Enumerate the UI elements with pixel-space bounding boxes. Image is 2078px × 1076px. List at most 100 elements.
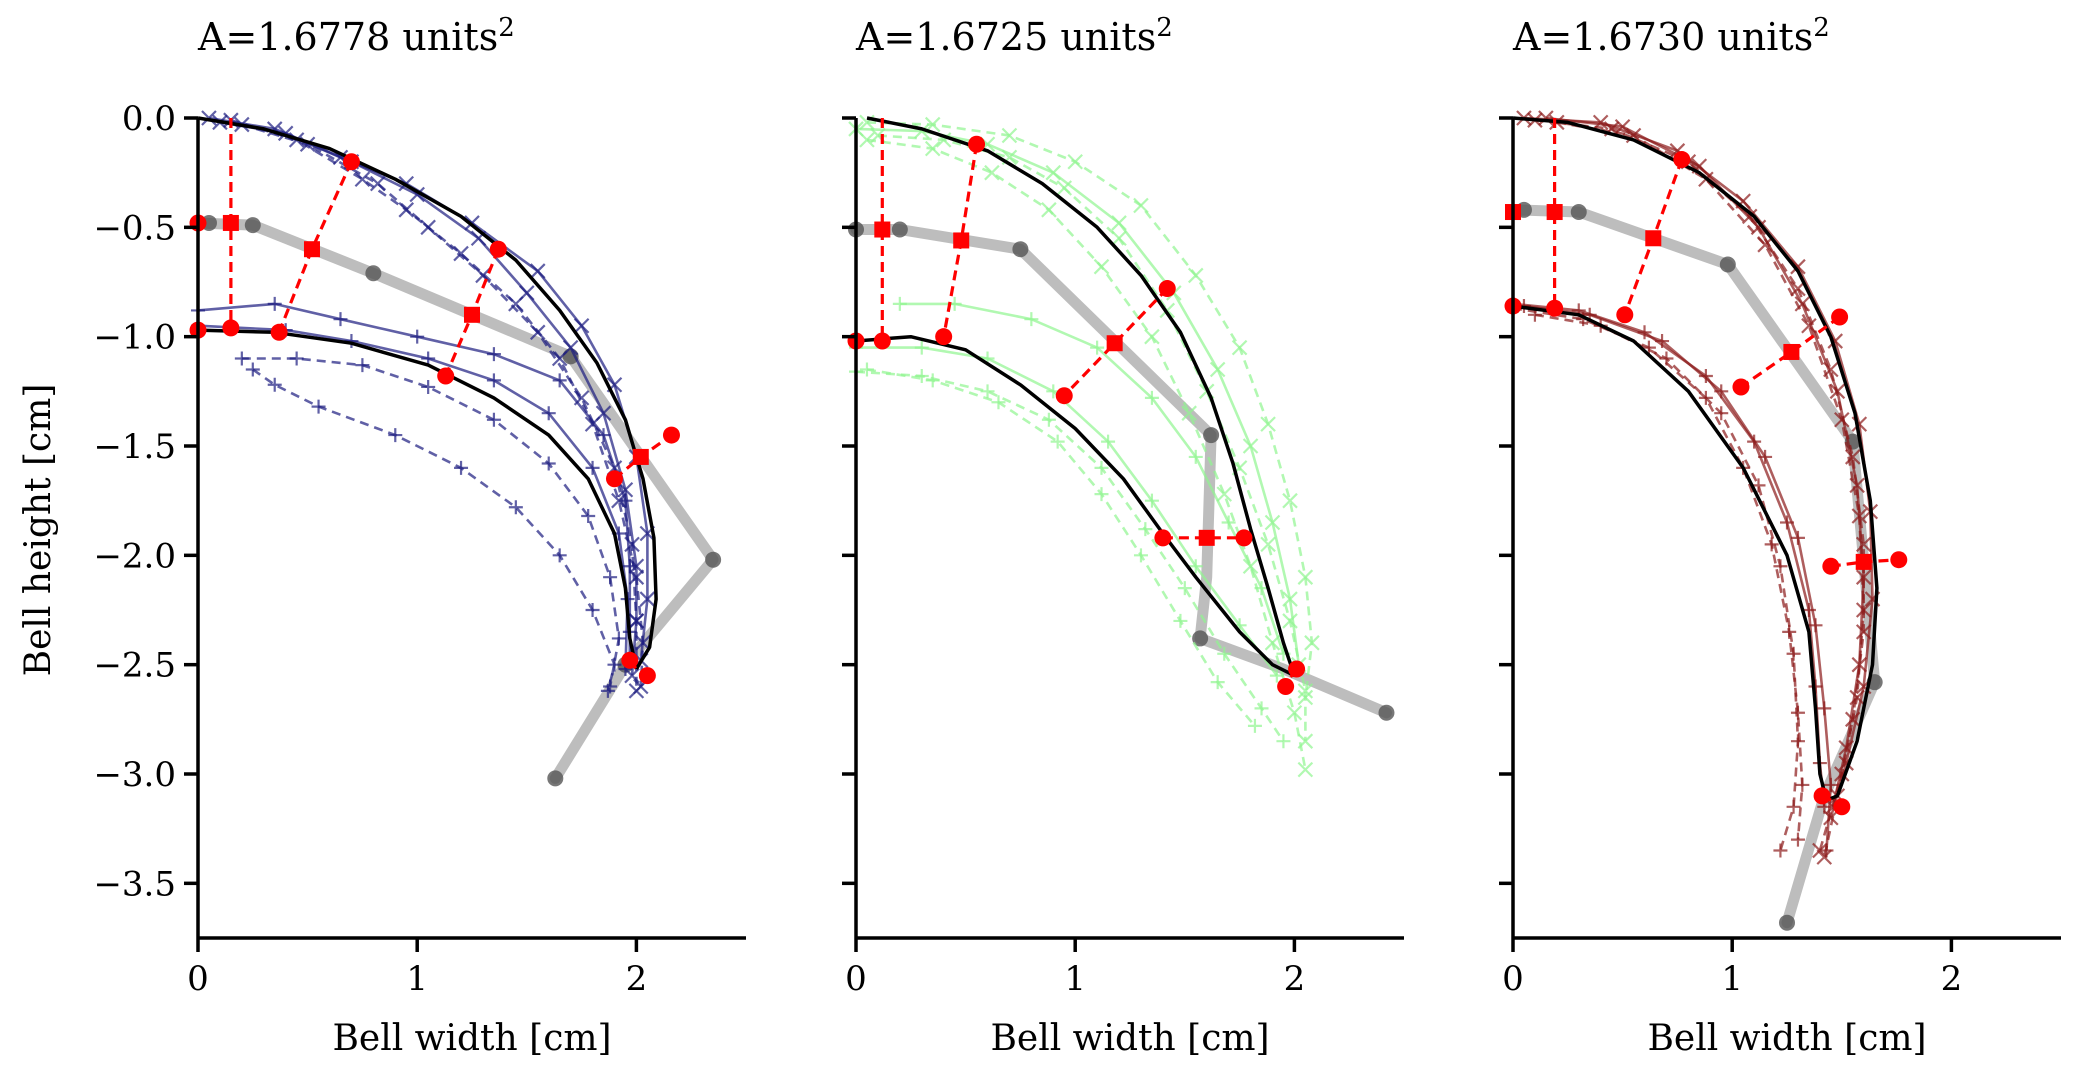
sample-marker [596, 428, 611, 443]
measure-point [1055, 387, 1073, 405]
x-axis-label: Bell width [cm] [332, 1018, 611, 1059]
sample-marker [1144, 390, 1159, 405]
sample-marker [1144, 328, 1160, 345]
sample-marker [1849, 477, 1865, 494]
sample-marker [1786, 646, 1801, 661]
measure-point [662, 426, 680, 444]
sample-marker [1247, 718, 1262, 733]
title-value: A=1.6725 [855, 15, 1048, 59]
sample-line-2 [1534, 118, 1865, 858]
sample-line-7 [241, 357, 621, 687]
plot-area [189, 110, 722, 787]
measure-square [1645, 230, 1662, 247]
sample-marker [267, 296, 282, 311]
title-unit: units [1705, 15, 1813, 59]
measure-point [873, 332, 891, 350]
inner-bell-outline [1512, 304, 1829, 801]
sample-marker [454, 460, 469, 475]
sample-marker [1231, 339, 1248, 356]
sample-marker [421, 379, 436, 394]
sample-marker [1144, 493, 1159, 508]
x-tick-label: 2 [626, 959, 648, 999]
sample-marker [1111, 215, 1127, 231]
measure-point [1616, 306, 1634, 324]
measure-point [1822, 557, 1840, 575]
sample-marker [1297, 569, 1314, 585]
sample-marker [1269, 668, 1284, 683]
spine-point [1378, 704, 1395, 721]
measure-square [1546, 204, 1563, 221]
measure-point [1154, 529, 1172, 547]
sample-marker [1254, 581, 1269, 596]
x-tick-label: 0 [187, 959, 209, 999]
inner-bell-outline [197, 328, 639, 670]
sample-line-1 [1523, 116, 1874, 819]
sample-marker [1790, 832, 1805, 847]
sample-marker [1659, 351, 1674, 366]
sample-marker [1757, 237, 1773, 253]
sample-line-2 [219, 121, 638, 676]
measure-point [968, 135, 986, 153]
sample-marker [1024, 312, 1039, 327]
sample-marker [1790, 734, 1805, 749]
y-tick-label: 0.0 [122, 99, 176, 139]
measure-square [464, 306, 480, 323]
x-tick-label: 0 [1502, 959, 1524, 999]
sample-marker [1304, 635, 1320, 651]
sample-marker [914, 369, 929, 384]
measure-point [1732, 378, 1750, 396]
sample-line-8 [1534, 313, 1800, 851]
sample-marker [1264, 514, 1281, 531]
sample-marker [1849, 689, 1865, 706]
spine-point [1779, 914, 1795, 931]
sample-marker [1855, 536, 1872, 553]
sample-marker [628, 613, 645, 629]
sample-marker [859, 362, 874, 377]
chart-panel-1: A=1.6778 units20.0−0.5−1.0−1.5−2.0−2.5−3… [93, 13, 746, 1059]
sample-marker [354, 171, 371, 188]
sample-marker [1790, 705, 1805, 720]
sample-marker [541, 456, 556, 471]
x-tick-label: 1 [406, 959, 428, 999]
sample-marker [1209, 361, 1226, 378]
y-axis-label: Bell height [cm] [18, 384, 59, 677]
sample-marker [1614, 118, 1631, 135]
measure-line-3 [1063, 287, 1169, 397]
sample-marker [1782, 624, 1797, 639]
sample-marker [1188, 449, 1203, 464]
sample-marker [529, 263, 546, 279]
measure-point [1546, 299, 1564, 317]
sample-marker [1067, 153, 1083, 170]
title-unit: units [1048, 15, 1156, 59]
sample-marker [1282, 613, 1298, 629]
sample-marker [1834, 411, 1850, 428]
spine-point [547, 770, 564, 787]
sample-marker [1764, 537, 1779, 552]
sample-marker [1714, 406, 1729, 421]
sample-marker [1855, 624, 1872, 640]
inner-bell-outline [855, 334, 1296, 678]
sample-marker [1217, 646, 1232, 661]
sample-marker [1138, 522, 1153, 537]
sample-marker [980, 384, 995, 399]
sample-marker [355, 358, 370, 373]
sample-marker [1794, 296, 1811, 312]
sample-marker [1801, 317, 1817, 334]
measure-line-3 [1740, 315, 1841, 389]
sample-marker [1242, 438, 1259, 454]
sample-marker [1221, 515, 1236, 530]
y-tick-label: −2.0 [93, 536, 176, 576]
sample-marker [486, 373, 501, 388]
sample-marker [1698, 369, 1713, 384]
spine-point [1012, 241, 1029, 258]
sample-line-5 [1512, 302, 1826, 807]
sample-marker [1111, 230, 1127, 247]
measure-square [222, 214, 239, 231]
sample-marker [1786, 799, 1801, 814]
sample-line-2 [855, 127, 1301, 665]
sample-marker [541, 406, 556, 421]
sample-marker [234, 351, 249, 366]
sample-marker [1795, 777, 1810, 792]
